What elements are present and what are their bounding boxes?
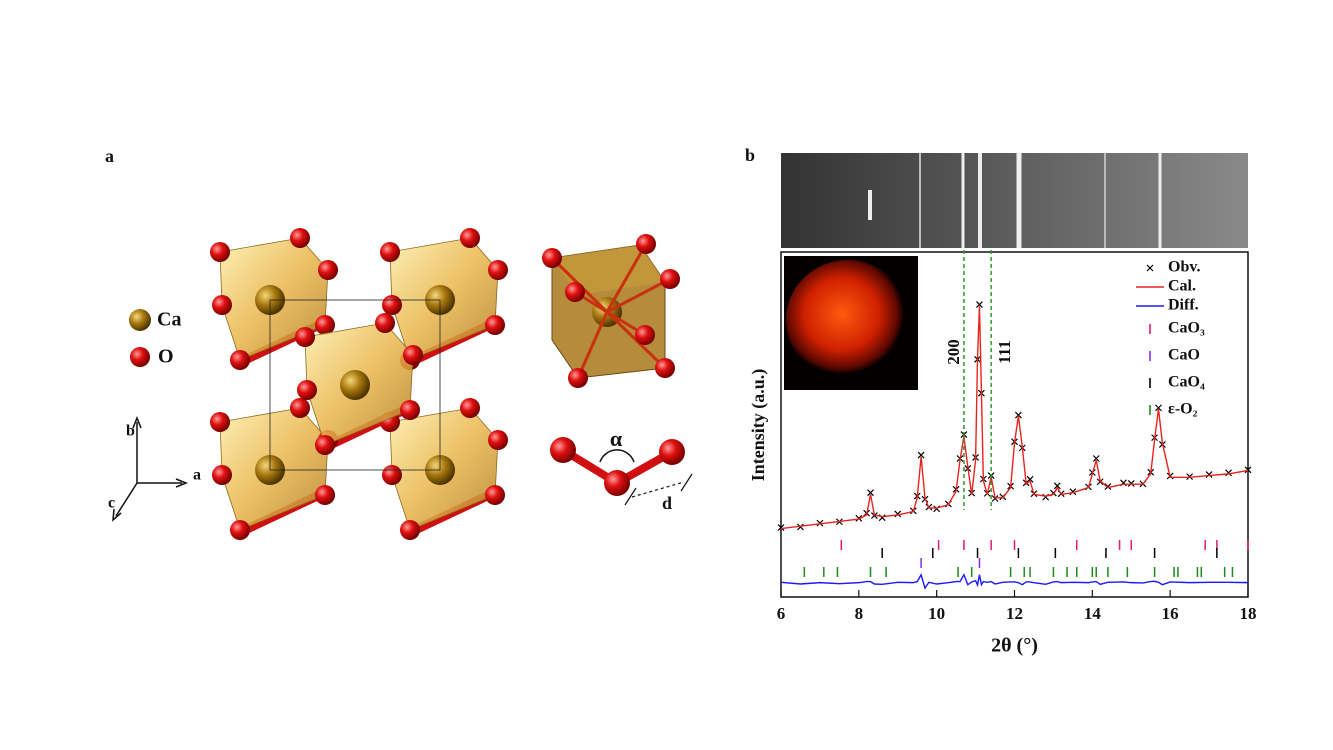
o-atom	[210, 412, 230, 432]
o-atom	[290, 228, 310, 248]
data-point	[1096, 478, 1104, 486]
axis-label: c	[108, 495, 115, 512]
legend-label: O	[158, 346, 174, 368]
o-atom	[318, 260, 338, 280]
data-point	[1092, 455, 1100, 462]
o-atom	[295, 327, 315, 347]
data-point	[894, 510, 902, 518]
o-atom	[635, 325, 655, 345]
axis-label: a	[193, 467, 201, 484]
plot-area: 6 8 10 12 14 16 18 2θ (°) Intensity (a.u.) Obv. Ca…	[748, 259, 1256, 657]
ca-atom	[340, 370, 370, 400]
o-atom	[488, 260, 508, 280]
bond	[605, 243, 648, 313]
o-atom	[382, 465, 402, 485]
x-tick-label: 18	[1240, 604, 1257, 623]
o-atom	[210, 242, 230, 262]
data-point	[1104, 483, 1112, 490]
data-point	[917, 451, 925, 459]
data-point	[1225, 469, 1232, 477]
o-atom	[460, 228, 480, 248]
o-atom	[400, 520, 420, 540]
o-atom	[488, 430, 508, 450]
o-atom	[655, 358, 675, 378]
legend-label: Ca	[157, 309, 181, 331]
x-tick-label: 16	[1162, 604, 1179, 623]
bond	[606, 277, 671, 314]
o-atom	[230, 350, 250, 370]
o-atom	[400, 400, 420, 420]
x-axis-title: 2θ (°)	[991, 635, 1038, 657]
o-atom	[212, 295, 232, 315]
ca-legend-sphere	[129, 309, 151, 331]
data-point	[1205, 471, 1213, 478]
axes-triad	[112, 415, 189, 522]
data-point	[777, 524, 785, 531]
o-atom	[230, 520, 250, 540]
legend-label: CaO	[1168, 347, 1200, 364]
bond	[605, 310, 667, 370]
legend-marker	[1146, 264, 1154, 272]
data-point	[1244, 466, 1252, 474]
series-line	[780, 572, 1249, 590]
o-atom	[485, 485, 505, 505]
o-atom	[568, 368, 588, 388]
distance-label: d	[662, 493, 672, 513]
legend-label: ε-O₂	[1168, 401, 1198, 418]
structure-panel: a Ca O b a c α d	[105, 146, 693, 540]
x-tick-label: 6	[777, 604, 786, 623]
legend-label: CaO₄	[1168, 374, 1205, 391]
o2-molecule	[550, 437, 693, 506]
o-atom	[542, 248, 562, 268]
crystal-structure	[210, 228, 680, 540]
x-tick-label: 8	[855, 604, 864, 623]
x-tick-label: 14	[1084, 604, 1102, 623]
o-atom	[460, 398, 480, 418]
o-atom	[290, 398, 310, 418]
x-tick-label: 10	[928, 604, 945, 623]
y-axis-title: Intensity (a.u.)	[748, 369, 769, 482]
o-atom	[315, 435, 335, 455]
xrd-panel: 6 8 10 12 14 16 18 2θ (°) Intensity (a.u.) Obv. Ca…	[748, 153, 1257, 657]
axis-label: b	[126, 423, 135, 440]
inset-pattern	[786, 260, 910, 380]
o-atom	[380, 242, 400, 262]
x-tick-label: 12	[1006, 604, 1023, 623]
bond	[576, 311, 609, 379]
panel-label: b	[745, 145, 755, 165]
data-point	[1014, 411, 1022, 419]
o-legend-sphere	[130, 347, 150, 367]
data-point	[1053, 482, 1061, 490]
o-atom	[315, 315, 335, 335]
legend-label: CaO₃	[1168, 320, 1205, 337]
detector-image	[781, 153, 1248, 248]
o-atom	[375, 313, 395, 333]
peak-label: 111	[995, 340, 1014, 364]
angle-label: α	[610, 426, 623, 451]
data-point	[1026, 475, 1034, 483]
o-atom	[212, 465, 232, 485]
unit-cell	[269, 299, 441, 471]
o-atom	[315, 485, 335, 505]
o-atom	[382, 295, 402, 315]
legend-label: Diff.	[1168, 297, 1199, 314]
o-atom	[636, 234, 656, 254]
o-atom	[660, 269, 680, 289]
o-atom	[403, 345, 423, 365]
legend-label: Obv.	[1168, 259, 1200, 276]
series-line	[780, 306, 1249, 530]
detector-rings	[868, 153, 1162, 248]
peak-label: 200	[944, 339, 963, 365]
data-point	[1155, 404, 1162, 412]
o-atom	[485, 315, 505, 335]
panel-label: a	[105, 146, 114, 166]
data-point	[976, 301, 983, 309]
data-point	[867, 489, 874, 497]
legend-label: Cal.	[1168, 278, 1196, 295]
o-atom	[297, 380, 317, 400]
o-atom	[565, 282, 585, 302]
